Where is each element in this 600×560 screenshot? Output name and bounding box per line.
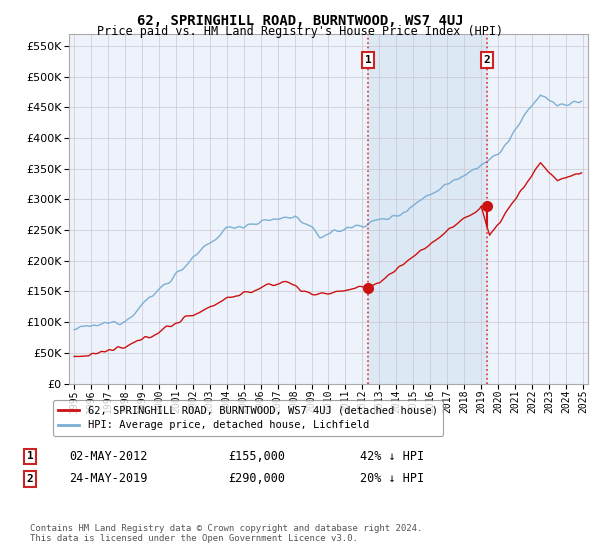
Legend: 62, SPRINGHILL ROAD, BURNTWOOD, WS7 4UJ (detached house), HPI: Average price, de: 62, SPRINGHILL ROAD, BURNTWOOD, WS7 4UJ … (53, 400, 443, 436)
Text: Contains HM Land Registry data © Crown copyright and database right 2024.
This d: Contains HM Land Registry data © Crown c… (30, 524, 422, 543)
Text: 62, SPRINGHILL ROAD, BURNTWOOD, WS7 4UJ: 62, SPRINGHILL ROAD, BURNTWOOD, WS7 4UJ (137, 14, 463, 28)
Text: Price paid vs. HM Land Registry's House Price Index (HPI): Price paid vs. HM Land Registry's House … (97, 25, 503, 38)
Bar (368, 34, 487, 384)
Text: 2: 2 (484, 55, 490, 65)
Text: 1: 1 (365, 55, 371, 65)
Text: 1: 1 (26, 451, 34, 461)
Text: 02-MAY-2012: 02-MAY-2012 (69, 450, 148, 463)
Text: 42% ↓ HPI: 42% ↓ HPI (360, 450, 424, 463)
Text: £155,000: £155,000 (228, 450, 285, 463)
Text: 2: 2 (26, 474, 34, 484)
Text: 24-MAY-2019: 24-MAY-2019 (69, 472, 148, 486)
Text: 20% ↓ HPI: 20% ↓ HPI (360, 472, 424, 486)
Text: £290,000: £290,000 (228, 472, 285, 486)
